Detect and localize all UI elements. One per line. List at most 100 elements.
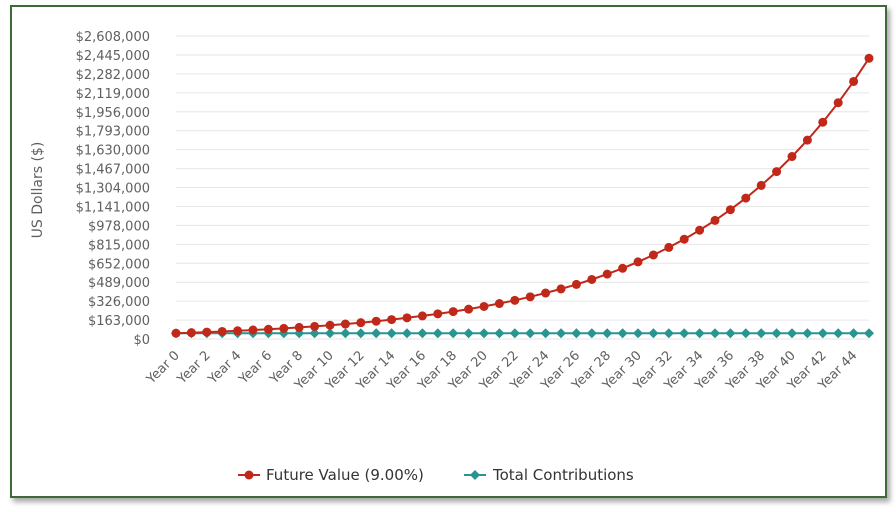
data-point[interactable] (771, 328, 782, 339)
data-point[interactable] (802, 328, 813, 339)
data-point[interactable] (371, 328, 382, 339)
data-point[interactable] (448, 307, 458, 317)
data-point[interactable] (402, 313, 412, 323)
data-point[interactable] (817, 328, 828, 339)
data-point[interactable] (849, 76, 859, 86)
x-tick-label: Year 2 (174, 348, 214, 388)
data-point[interactable] (586, 328, 597, 339)
data-point[interactable] (772, 167, 782, 177)
data-point[interactable] (864, 53, 874, 63)
data-point[interactable] (417, 328, 428, 339)
y-tick-label: $1,793,000 (76, 125, 150, 140)
data-point[interactable] (371, 316, 381, 326)
data-point[interactable] (679, 328, 690, 339)
data-point[interactable] (756, 180, 766, 190)
data-point[interactable] (725, 205, 735, 215)
legend-marker-total-contributions (470, 470, 480, 480)
data-point[interactable] (417, 311, 427, 321)
data-point[interactable] (525, 328, 536, 339)
data-point[interactable] (294, 322, 304, 332)
data-point[interactable] (355, 328, 366, 339)
data-point[interactable] (494, 299, 504, 309)
data-point[interactable] (433, 309, 443, 319)
data-point[interactable] (848, 328, 859, 339)
data-point[interactable] (541, 288, 551, 298)
data-point[interactable] (679, 234, 689, 244)
data-point[interactable] (494, 328, 505, 339)
data-point[interactable] (618, 263, 628, 273)
data-point[interactable] (463, 328, 474, 339)
data-point[interactable] (725, 328, 736, 339)
data-point[interactable] (540, 328, 551, 339)
data-point[interactable] (171, 328, 181, 338)
y-axis-tick-labels: $0 $163,000 $326,000 $489,000 $652,000 $815,0… (76, 30, 150, 348)
y-tick-label: $815,000 (88, 238, 150, 253)
data-point[interactable] (648, 328, 659, 339)
data-point[interactable] (479, 328, 489, 339)
data-point[interactable] (571, 279, 581, 289)
data-point[interactable] (510, 295, 520, 305)
data-point[interactable] (402, 328, 412, 339)
data-point[interactable] (325, 328, 335, 339)
data-point[interactable] (248, 325, 258, 335)
y-tick-label: $978,000 (88, 219, 150, 234)
data-point[interactable] (571, 328, 582, 339)
data-point[interactable] (432, 328, 443, 339)
data-point[interactable] (802, 135, 812, 145)
data-point[interactable] (310, 321, 320, 331)
data-point[interactable] (556, 284, 566, 294)
data-point[interactable] (479, 301, 489, 311)
data-point[interactable] (833, 98, 843, 108)
data-point[interactable] (509, 328, 520, 339)
y-tick-label: $0 (133, 333, 150, 348)
data-point[interactable] (617, 328, 628, 339)
data-point[interactable] (386, 328, 397, 339)
legend-item-future-value[interactable]: Future Value (9.00%) (238, 466, 424, 484)
data-point[interactable] (233, 326, 243, 336)
data-point[interactable] (648, 250, 658, 260)
data-point[interactable] (710, 215, 720, 225)
data-point[interactable] (695, 225, 705, 235)
data-point[interactable] (633, 328, 643, 339)
series-total-contributions (171, 328, 874, 339)
y-tick-label: $2,608,000 (76, 30, 150, 45)
data-point[interactable] (340, 319, 350, 329)
data-point[interactable] (464, 304, 474, 314)
y-tick-label: $1,304,000 (76, 182, 150, 197)
data-point[interactable] (787, 328, 797, 339)
data-point[interactable] (602, 269, 612, 279)
data-point[interactable] (694, 328, 705, 339)
data-point[interactable] (387, 315, 397, 325)
x-tick-label: Year 4 (205, 348, 245, 388)
data-point[interactable] (864, 328, 874, 339)
data-point[interactable] (186, 328, 196, 338)
data-point[interactable] (325, 320, 335, 330)
data-point[interactable] (340, 328, 351, 339)
data-point[interactable] (710, 328, 720, 339)
data-point[interactable] (633, 257, 643, 267)
data-point[interactable] (818, 117, 828, 127)
data-point[interactable] (663, 328, 674, 339)
data-point[interactable] (602, 328, 613, 339)
data-point[interactable] (356, 318, 366, 328)
data-point[interactable] (833, 328, 844, 339)
data-point[interactable] (448, 328, 459, 339)
data-point[interactable] (664, 242, 674, 252)
data-point[interactable] (756, 328, 767, 339)
data-point[interactable] (525, 292, 535, 302)
data-point[interactable] (202, 327, 212, 337)
data-point[interactable] (587, 274, 597, 284)
data-point[interactable] (740, 328, 751, 339)
data-point[interactable] (217, 326, 227, 336)
gridlines (176, 35, 869, 340)
data-point[interactable] (741, 193, 751, 203)
legend[interactable]: Future Value (9.00%) Total Contributions (238, 466, 634, 484)
data-point[interactable] (787, 152, 797, 162)
data-point[interactable] (279, 323, 289, 333)
data-point[interactable] (556, 328, 566, 339)
data-point[interactable] (263, 324, 273, 334)
legend-item-total-contributions[interactable]: Total Contributions (464, 466, 634, 484)
data-point[interactable] (309, 328, 320, 339)
